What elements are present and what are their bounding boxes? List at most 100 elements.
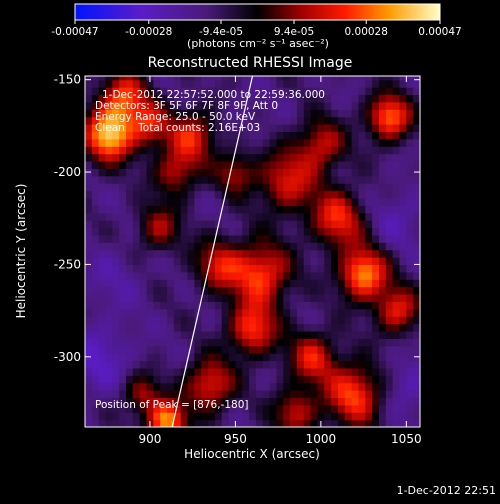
heatmap-cell [283, 279, 291, 288]
heatmap-cell [399, 293, 407, 302]
heatmap-cell [242, 220, 250, 229]
heatmap-cell [201, 101, 209, 110]
heatmap-cell [153, 183, 161, 192]
heatmap-cell [283, 419, 291, 427]
heatmap-cell [303, 308, 312, 317]
heatmap-cell [235, 367, 243, 376]
heatmap-cell [385, 87, 394, 96]
heatmap-cell [173, 79, 182, 88]
heatmap-cell [180, 94, 189, 103]
heatmap-cell [153, 375, 161, 384]
heatmap-cell [167, 382, 175, 391]
heatmap-cell [153, 168, 161, 177]
heatmap-cell [378, 301, 387, 310]
heatmap-cell [187, 160, 195, 169]
heatmap-cell [351, 76, 360, 81]
heatmap-cell [180, 220, 189, 229]
heatmap-cell [146, 345, 154, 354]
heatmap-cell [269, 412, 278, 421]
heatmap-cell [91, 116, 100, 125]
heatmap-cell [221, 249, 230, 258]
heatmap-cell [337, 79, 346, 88]
heatmap-cell [98, 316, 107, 325]
heatmap-cell [194, 316, 202, 325]
heatmap-cell [255, 234, 264, 243]
heatmap-cell [310, 345, 319, 354]
heatmap-cell [399, 323, 407, 332]
heatmap-cell [85, 131, 93, 140]
heatmap-cell [365, 131, 373, 140]
heatmap-cell [146, 397, 154, 406]
heatmap-cell [105, 367, 113, 376]
heatmap-cell [146, 412, 154, 421]
heatmap-cell [112, 353, 120, 362]
heatmap-cell [242, 271, 250, 280]
heatmap-cell [139, 183, 148, 192]
heatmap-cell [228, 175, 237, 184]
heatmap-cell [290, 242, 298, 251]
colorbar-tick-label: -0.00028 [125, 26, 172, 38]
heatmap-cell [255, 79, 264, 88]
heatmap-cell [119, 205, 127, 214]
heatmap-cell [132, 257, 141, 266]
heatmap-cell [249, 286, 257, 295]
heatmap-cell [221, 316, 230, 325]
heatmap-cell [406, 94, 414, 103]
heatmap-cell [98, 308, 107, 317]
heatmap-cell [296, 197, 305, 206]
heatmap-cell [160, 360, 168, 369]
heatmap-cell [249, 257, 257, 266]
heatmap-cell [303, 323, 312, 332]
heatmap-cell [139, 412, 148, 421]
heatmap-cell [249, 234, 257, 243]
heatmap-cell [372, 242, 380, 251]
heatmap-cell [221, 353, 230, 362]
heatmap-cell [208, 367, 216, 376]
heatmap-cell [255, 301, 264, 310]
heatmap-cell [399, 390, 407, 399]
heatmap-cell [317, 412, 325, 421]
heatmap-cell [201, 397, 209, 406]
heatmap-cell [406, 197, 414, 206]
heatmap-cell [358, 94, 366, 103]
heatmap-cell [310, 138, 319, 147]
heatmap-cell [187, 131, 195, 140]
heatmap-cell [139, 397, 148, 406]
heatmap-cell [160, 190, 168, 199]
heatmap-cell [173, 168, 182, 177]
heatmap-cell [283, 94, 291, 103]
heatmap-cell [132, 220, 141, 229]
heatmap-cell [331, 116, 339, 125]
heatmap-cell [317, 242, 325, 251]
heatmap-cell [242, 330, 250, 339]
heatmap-cell [303, 353, 312, 362]
heatmap-cell [194, 412, 202, 421]
heatmap-cell [173, 264, 182, 273]
heatmap-cell [365, 79, 373, 88]
heatmap-cell [296, 323, 305, 332]
heatmap-cell [372, 338, 380, 347]
heatmap-cell [139, 168, 148, 177]
heatmap-cell [324, 138, 332, 147]
heatmap-cell [276, 257, 284, 266]
heatmap-cell [310, 301, 319, 310]
heatmap-cell [153, 101, 161, 110]
heatmap-cell [331, 316, 339, 325]
heatmap-cell [235, 293, 243, 302]
heatmap-cell [324, 330, 332, 339]
heatmap-cell [385, 197, 394, 206]
heatmap-cell [146, 146, 154, 155]
heatmap-cell [406, 367, 414, 376]
heatmap-cell [269, 308, 278, 317]
heatmap-cell [365, 220, 373, 229]
heatmap-cell [399, 94, 407, 103]
heatmap-cell [167, 124, 175, 133]
heatmap-cell [399, 109, 407, 118]
heatmap-cell [269, 330, 278, 339]
heatmap-cell [385, 76, 394, 81]
heatmap-cell [406, 76, 414, 81]
heatmap-cell [269, 360, 278, 369]
y-tick-label: -200 [54, 165, 81, 179]
heatmap-cell [91, 242, 100, 251]
heatmap-cell [214, 124, 223, 133]
